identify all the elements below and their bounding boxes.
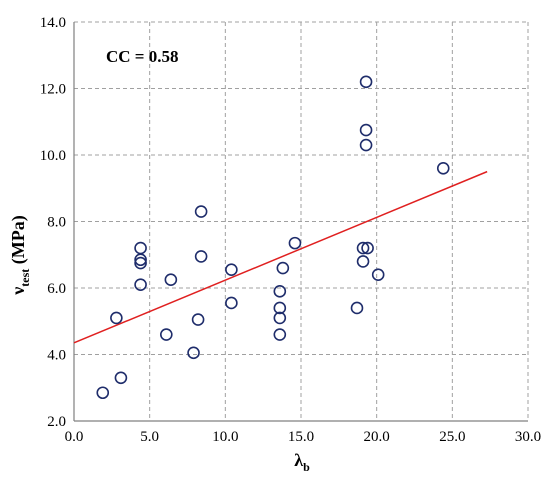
x-tick-label: 15.0 (288, 429, 314, 445)
data-point (359, 75, 373, 89)
data-point (194, 250, 208, 263)
y-tick-label: 10.0 (40, 148, 66, 164)
data-point (225, 296, 238, 310)
data-point (164, 273, 178, 286)
data-points (96, 75, 450, 400)
data-point (114, 371, 128, 385)
data-point (273, 328, 287, 341)
data-point (273, 285, 287, 298)
y-tick-label: 12.0 (40, 82, 66, 98)
data-point (134, 278, 147, 291)
y-tick-label: 2.0 (47, 414, 66, 430)
data-point (359, 138, 373, 152)
data-point (371, 268, 385, 282)
grid (74, 21, 529, 421)
data-point (288, 236, 302, 250)
y-axis-symbol: ν (8, 287, 28, 296)
y-tick-label: 14.0 (40, 15, 66, 31)
data-point (356, 255, 370, 268)
data-point (187, 346, 200, 360)
data-point (276, 261, 290, 275)
y-axis-title: νtest (MPa) (8, 215, 32, 296)
x-axis-subscript: b (303, 460, 310, 474)
y-axis-unit: (MPa) (8, 215, 29, 268)
x-axis-title: λb (294, 450, 310, 474)
data-point (160, 328, 173, 341)
data-point (361, 241, 374, 255)
y-tick-label: 8.0 (47, 215, 66, 231)
axes (73, 22, 528, 422)
x-tick-label: 20.0 (364, 429, 390, 445)
data-point (96, 386, 110, 400)
data-point (356, 241, 370, 255)
data-point (225, 263, 238, 277)
data-point (273, 311, 287, 325)
y-tick-label: 4.0 (47, 348, 66, 364)
y-axis-subscript: test (18, 269, 32, 287)
data-point (273, 301, 287, 315)
x-tick-label: 10.0 (212, 429, 238, 445)
y-tick-label: 6.0 (47, 281, 66, 297)
data-point (436, 162, 450, 175)
x-tick-label: 0.0 (65, 429, 84, 445)
x-tick-label: 25.0 (439, 429, 465, 445)
data-point (194, 205, 208, 218)
trend-line-group (73, 170, 488, 344)
trend-line (73, 170, 488, 344)
data-point (350, 301, 364, 315)
data-point (134, 241, 147, 255)
x-axis-symbol: λ (294, 450, 303, 470)
x-tick-label: 30.0 (515, 429, 541, 445)
data-point (134, 253, 147, 267)
data-point (191, 313, 205, 326)
data-point (110, 311, 123, 325)
tick-labels: 0.0 5.0 10.0 15.0 20.0 25.0 30.0 2.0 4.0 6.0 8.0 10… (40, 15, 541, 445)
x-tick-label: 5.0 (140, 429, 159, 445)
correlation-annotation: CC = 0.58 (106, 47, 179, 66)
data-point (134, 256, 147, 270)
data-point (359, 123, 373, 137)
